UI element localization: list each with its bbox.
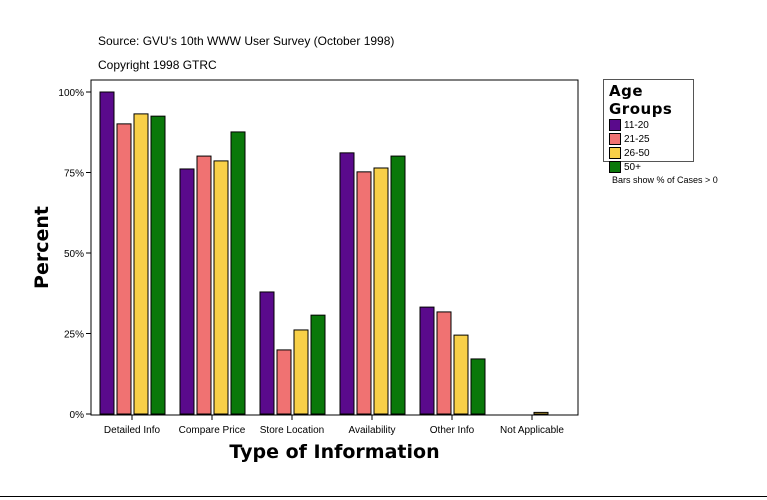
x-tick-label: Compare Price xyxy=(179,425,246,436)
bar-26-50 xyxy=(293,329,309,415)
bar-26-50 xyxy=(453,334,469,415)
plot-area xyxy=(90,79,579,416)
legend-label: 50+ xyxy=(624,161,641,173)
bar-11-20 xyxy=(99,91,115,415)
legend-swatch xyxy=(609,133,621,145)
chart-subtitle: Copyright 1998 GTRC xyxy=(98,58,217,72)
bar-11-20 xyxy=(419,306,435,415)
bar-21-25 xyxy=(436,311,452,415)
x-tick-label: Availability xyxy=(348,425,395,436)
legend-item: 11-20 xyxy=(609,118,693,132)
chart-title: Source: GVU's 10th WWW User Survey (Octo… xyxy=(98,34,395,48)
bar-26-50 xyxy=(133,113,149,415)
divider xyxy=(0,496,767,497)
legend-swatch xyxy=(609,119,621,131)
legend-swatch xyxy=(609,161,621,173)
legend-label: 21-25 xyxy=(624,133,650,145)
legend-item: 26-50 xyxy=(609,146,693,160)
bar-50+ xyxy=(390,155,406,415)
x-tick-label: Store Location xyxy=(260,425,325,436)
bar-11-20 xyxy=(179,168,195,415)
x-tick-label: Not Applicable xyxy=(500,425,564,436)
y-axis-label: Percent xyxy=(31,206,53,289)
chart-note: Bars show % of Cases > 0 xyxy=(612,175,718,185)
x-axis-label: Type of Information xyxy=(229,441,439,463)
legend-swatch xyxy=(609,147,621,159)
x-tick-label: Other Info xyxy=(430,425,475,436)
legend-item: 50+ xyxy=(609,160,693,174)
bar-50+ xyxy=(310,314,326,415)
bar-11-20 xyxy=(259,291,275,415)
y-tick-label: 75% xyxy=(64,169,84,180)
y-tick-label: 50% xyxy=(64,249,84,260)
bar-50+ xyxy=(150,115,166,415)
bar-26-50 xyxy=(533,411,549,415)
bar-50+ xyxy=(230,131,246,415)
bar-21-25 xyxy=(356,171,372,415)
legend: Age Groups 11-20 21-25 26-50 50+ xyxy=(603,79,694,173)
y-tick-label: 25% xyxy=(64,330,84,341)
bar-26-50 xyxy=(373,167,389,415)
bar-21-25 xyxy=(196,155,212,415)
bar-50+ xyxy=(470,358,486,415)
legend-label: 26-50 xyxy=(624,147,650,159)
bar-26-50 xyxy=(213,160,229,415)
x-tick-label: Detailed Info xyxy=(104,425,161,436)
legend-title: Age Groups xyxy=(609,82,673,118)
legend-item: 21-25 xyxy=(609,132,693,146)
legend-label: 11-20 xyxy=(624,119,649,131)
bar-11-20 xyxy=(339,152,355,415)
bar-21-25 xyxy=(116,123,132,415)
y-tick-label: 100% xyxy=(58,88,84,99)
y-tick-label: 0% xyxy=(70,410,85,421)
bar-21-25 xyxy=(276,349,292,415)
